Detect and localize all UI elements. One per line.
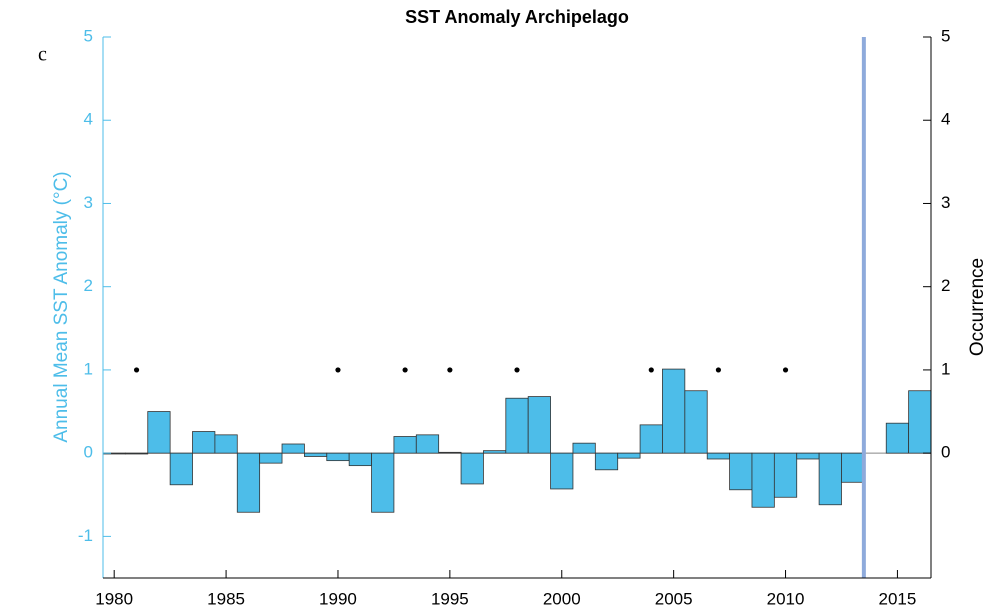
bar — [192, 431, 216, 454]
bar — [550, 452, 574, 490]
bar — [662, 368, 686, 454]
y-tick-label: 0 — [84, 443, 93, 462]
bar — [348, 452, 372, 467]
bar — [483, 450, 507, 454]
bar — [684, 390, 708, 454]
occurrence-dot — [133, 367, 140, 373]
bar — [885, 422, 910, 454]
bar — [572, 442, 596, 454]
occurrence-dot — [335, 367, 341, 373]
y-axis-label: Annual Mean SST Anomaly (°C) — [51, 171, 72, 442]
chart-title: SST Anomaly Archipelago — [405, 7, 629, 27]
y-tick-label: 5 — [84, 26, 93, 45]
bar — [796, 452, 820, 460]
y-tick-label: 2 — [84, 276, 93, 295]
bar — [818, 452, 842, 506]
y2-tick-label: 3 — [941, 193, 950, 212]
y-tick-label: 1 — [84, 359, 93, 378]
bar — [236, 452, 261, 513]
bar — [259, 452, 283, 464]
bar — [706, 452, 730, 460]
bar — [124, 452, 149, 455]
bar — [415, 434, 440, 454]
bar — [371, 452, 395, 513]
panel-label: c — [38, 44, 47, 66]
bar — [841, 452, 865, 483]
bar — [639, 424, 663, 454]
occurrence-dot — [715, 367, 722, 373]
bar — [729, 452, 753, 491]
x-tick-label: 1985 — [207, 589, 245, 608]
x-tick-label: 1995 — [431, 589, 469, 608]
bar — [304, 452, 328, 457]
bar — [527, 396, 551, 454]
bar — [505, 397, 529, 454]
x-tick-label: 2010 — [767, 589, 805, 608]
bar — [214, 434, 238, 454]
y-tick-label: 4 — [84, 110, 93, 129]
bar — [460, 452, 484, 485]
bar — [594, 452, 619, 471]
bar — [281, 443, 305, 454]
occurrence-dot — [447, 367, 453, 373]
bar — [326, 452, 350, 462]
y-tick-label: 3 — [84, 193, 93, 212]
y2-tick-label: 0 — [941, 443, 950, 462]
bar — [169, 452, 193, 486]
x-tick-label: 1980 — [95, 589, 133, 608]
y2-tick-label: 2 — [941, 276, 950, 295]
occurrence-dot — [782, 367, 789, 373]
x-tick-label: 2005 — [655, 589, 693, 608]
bar — [438, 451, 462, 454]
occurrence-dot — [514, 367, 520, 373]
bar — [908, 390, 932, 454]
y-tick-label: -1 — [78, 526, 93, 545]
y2-axis-label: Occurrence — [967, 258, 988, 356]
occurrence-dot — [402, 367, 408, 373]
bar — [617, 452, 641, 459]
y2-tick-label: 5 — [941, 26, 950, 45]
x-tick-label: 2000 — [543, 589, 581, 608]
bar — [393, 436, 417, 454]
x-tick-label: 1990 — [319, 589, 357, 608]
y2-tick-label: 1 — [941, 359, 950, 378]
bar — [773, 452, 798, 498]
bar — [147, 411, 171, 454]
x-tick-label: 2015 — [879, 589, 917, 608]
occurrence-dot — [648, 367, 654, 373]
y2-tick-label: 4 — [941, 110, 950, 129]
bar — [751, 452, 775, 508]
